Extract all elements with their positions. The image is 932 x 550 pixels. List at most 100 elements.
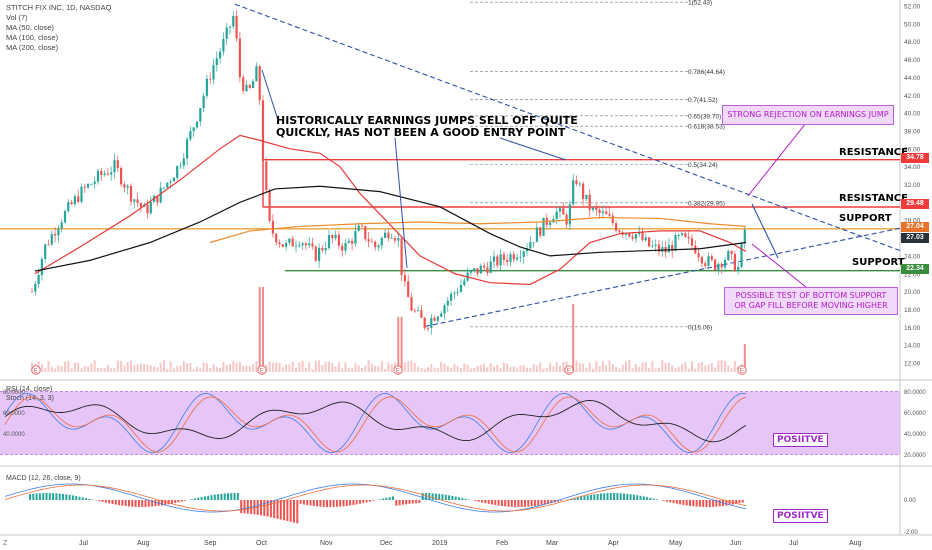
- volume-bar: [628, 360, 631, 372]
- volume-bar: [179, 365, 182, 372]
- volume-bar: [677, 367, 680, 372]
- volume-bar: [374, 365, 377, 372]
- macd-histogram-bar: [438, 493, 441, 500]
- x-tick-label: Nov: [320, 540, 333, 547]
- candle-body: [506, 259, 509, 262]
- volume-bar: [446, 366, 449, 372]
- candle-body: [671, 245, 674, 251]
- candle-body: [354, 230, 357, 244]
- volume-bar: [219, 367, 222, 372]
- candle-body: [179, 165, 182, 167]
- macd-histogram-bar: [669, 500, 672, 503]
- legend-line: Vol (7): [6, 13, 28, 22]
- volume-bar: [443, 364, 446, 372]
- candle-body: [139, 203, 142, 207]
- candle-body: [661, 247, 664, 252]
- volume-bar: [410, 360, 413, 372]
- earnings-annotation: HISTORICALLY EARNINGS JUMPS SELL OFF QUI…: [276, 115, 578, 139]
- candle-body: [542, 217, 545, 236]
- y-tick-label: 14.00: [904, 343, 921, 350]
- macd-histogram-bar: [679, 500, 682, 505]
- macd-histogram-bar: [500, 500, 503, 506]
- volume-bar: [654, 368, 657, 372]
- volume-bar: [54, 368, 57, 372]
- chart-legend: STITCH FIX INC, 1D, NASDAQ Vol (7) MA (5…: [6, 3, 111, 53]
- candle-body: [242, 77, 245, 91]
- candle-body: [595, 207, 598, 210]
- macd-histogram-bar: [524, 500, 526, 507]
- volume-bar: [163, 360, 165, 372]
- volume-bar: [314, 361, 317, 372]
- candle-body: [327, 235, 331, 249]
- candle-body: [228, 26, 232, 28]
- macd-histogram-bar: [289, 500, 292, 522]
- macd-histogram-bar: [656, 499, 658, 500]
- volume-bar: [532, 364, 535, 372]
- volume-bar: [100, 367, 103, 372]
- volume-bar: [67, 361, 70, 372]
- candle-body: [318, 247, 321, 261]
- x-tick-label: Sep: [204, 540, 217, 547]
- gap-fill-annotation-line: OR GAP FILL BEFORE MOVING HIGHER: [734, 301, 888, 310]
- volume-bar: [549, 363, 552, 372]
- macd-histogram-bar: [392, 496, 394, 500]
- candle-body: [367, 239, 370, 242]
- macd-histogram-bar: [296, 500, 299, 524]
- candle-body: [159, 187, 162, 203]
- candle-body: [298, 245, 301, 246]
- candle-body: [634, 234, 637, 239]
- candle-body: [212, 65, 215, 80]
- candle-body: [430, 317, 433, 328]
- candle-body: [80, 186, 83, 202]
- macd-histogram-bar: [388, 497, 391, 500]
- volume-bar: [47, 361, 50, 372]
- volume-bar: [387, 362, 390, 372]
- macd-histogram-bar: [32, 493, 35, 500]
- volume-bar: [156, 367, 159, 372]
- candle-body: [446, 300, 449, 306]
- x-tick-label: May: [669, 540, 683, 547]
- volume-bar: [730, 367, 733, 372]
- candle-body: [492, 256, 496, 262]
- macd-histogram-bar: [425, 493, 427, 500]
- volume-bar: [331, 363, 334, 372]
- candle-body: [331, 235, 334, 239]
- candle-body: [628, 233, 631, 237]
- volume-bar: [347, 367, 350, 372]
- volume-bar: [724, 361, 726, 372]
- macd-histogram-bar: [444, 494, 447, 500]
- candle-body: [440, 313, 443, 317]
- volume-bar: [120, 361, 123, 372]
- candle-body: [261, 100, 265, 162]
- annotation-arrow: [751, 203, 779, 259]
- macd-histogram-bar: [65, 494, 68, 500]
- macd-histogram-bar: [306, 500, 309, 506]
- candle-body: [479, 265, 482, 274]
- macd-histogram-bar: [339, 500, 342, 507]
- macd-histogram-bar: [177, 500, 180, 503]
- volume-bar: [176, 365, 179, 372]
- volume-bar: [242, 365, 245, 372]
- macd-histogram-bar: [137, 500, 140, 507]
- candle-body: [225, 27, 228, 39]
- volume-bar: [153, 366, 156, 372]
- macd-histogram-bar: [253, 500, 256, 515]
- candle-body: [611, 215, 614, 224]
- volume-bar: [469, 368, 472, 372]
- volume-bar: [427, 367, 429, 372]
- x-tick-label: Jul: [79, 540, 88, 547]
- volume-bar: [281, 367, 284, 372]
- candle-body: [146, 204, 149, 214]
- volume-bar: [40, 364, 43, 372]
- macd-histogram-bar: [382, 498, 385, 500]
- candle-body: [215, 58, 218, 66]
- macd-histogram-bar: [164, 500, 167, 505]
- macd-histogram-bar: [662, 500, 665, 501]
- rsi-positive-label: POSIITVE: [773, 433, 828, 447]
- candle-body: [103, 173, 106, 175]
- macd-histogram-bar: [418, 500, 421, 504]
- macd-histogram-bar: [415, 500, 418, 504]
- macd-histogram-bar: [636, 495, 639, 500]
- candle-body: [618, 230, 621, 233]
